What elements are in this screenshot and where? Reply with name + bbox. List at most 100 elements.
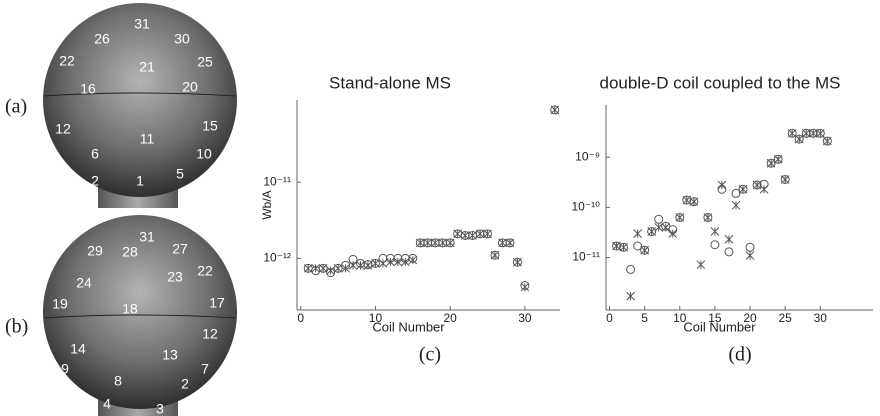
coil-number: 1 [136, 173, 144, 189]
x-tick-label: 20 [443, 311, 457, 325]
point [612, 241, 621, 251]
coil-number: 31 [134, 16, 150, 32]
point [738, 184, 748, 194]
point [400, 257, 410, 267]
point [626, 291, 635, 301]
coil-number: 15 [202, 118, 218, 134]
coil-number: 28 [122, 244, 138, 260]
point [787, 128, 797, 138]
x-tick-label: 25 [778, 311, 792, 325]
coil-number: 9 [61, 361, 69, 377]
coil-number: 7 [201, 361, 209, 377]
point [745, 242, 755, 252]
point [752, 180, 762, 190]
point [780, 175, 790, 184]
coil-number: 27 [172, 241, 188, 257]
point [363, 260, 373, 270]
point [415, 238, 425, 248]
point [626, 264, 636, 274]
point [654, 214, 664, 224]
x-tick-label: 0 [606, 311, 613, 325]
point [731, 188, 741, 198]
point [724, 247, 734, 257]
point [430, 238, 440, 248]
seam [43, 314, 237, 319]
y-tick-label: 10⁻¹¹ [572, 250, 600, 264]
y-tick-label: 10⁻¹⁰ [572, 200, 601, 214]
coil-number: 19 [52, 296, 68, 312]
coil-number: 24 [76, 275, 92, 291]
point [633, 241, 643, 251]
point [647, 227, 657, 236]
point [303, 263, 313, 273]
coil-number: 5 [176, 166, 184, 182]
point [773, 154, 783, 164]
point [423, 238, 433, 248]
point [475, 229, 485, 239]
point [682, 195, 692, 205]
coil-number: 6 [91, 146, 99, 162]
x-tick-label: 15 [708, 311, 722, 325]
point [801, 128, 811, 138]
point [505, 238, 515, 248]
point [759, 184, 769, 194]
x-tick-label: 20 [743, 311, 757, 325]
point [460, 231, 470, 240]
point [654, 222, 664, 232]
point [661, 222, 671, 232]
point [318, 263, 328, 273]
point [490, 250, 500, 260]
x-tick-label: 10 [673, 311, 687, 325]
point [745, 251, 755, 260]
coil-number: 22 [59, 53, 75, 69]
point [689, 197, 699, 207]
coil-number: 21 [139, 59, 155, 75]
x-tick-label: 0 [297, 311, 304, 325]
point [356, 260, 365, 270]
point [710, 227, 720, 236]
point [822, 136, 832, 146]
point [633, 229, 642, 238]
chart-title: Stand-alone MS [329, 73, 451, 92]
coil-number: 2 [91, 173, 99, 189]
coil-number: 17 [209, 295, 225, 311]
photo-label: (a) [5, 96, 27, 118]
point [483, 229, 492, 239]
point [815, 128, 825, 138]
x-axis-label: Coil Number [372, 319, 445, 334]
point [348, 260, 358, 270]
point [445, 238, 455, 248]
point [550, 105, 560, 115]
point [326, 266, 335, 276]
point [311, 263, 321, 273]
photo-label: (b) [5, 316, 28, 338]
point [468, 231, 477, 240]
coil-number: 20 [182, 79, 198, 95]
coil-number: 25 [197, 54, 213, 70]
point [640, 245, 649, 255]
point [378, 259, 388, 268]
point [393, 257, 403, 267]
coil-number: 22 [197, 263, 213, 279]
point [696, 260, 706, 270]
coil-number: 18 [122, 301, 138, 317]
point [675, 213, 685, 222]
point [724, 235, 734, 244]
coil-number: 31 [139, 229, 155, 245]
sphere [43, 3, 237, 197]
point [619, 242, 628, 252]
point [717, 180, 727, 190]
point [794, 134, 804, 144]
coil-number: 11 [140, 131, 155, 147]
coil-number: 30 [174, 31, 190, 47]
point [703, 213, 713, 222]
y-axis-label: Wb/A [260, 190, 274, 219]
point [766, 158, 776, 168]
x-tick-label: 10 [369, 311, 383, 325]
point [438, 238, 448, 248]
point [710, 240, 720, 250]
y-tick-label: 10⁻¹² [263, 251, 291, 265]
point [498, 238, 507, 248]
chart-title: double-D coil coupled to the MS [600, 73, 841, 92]
point [386, 257, 395, 267]
